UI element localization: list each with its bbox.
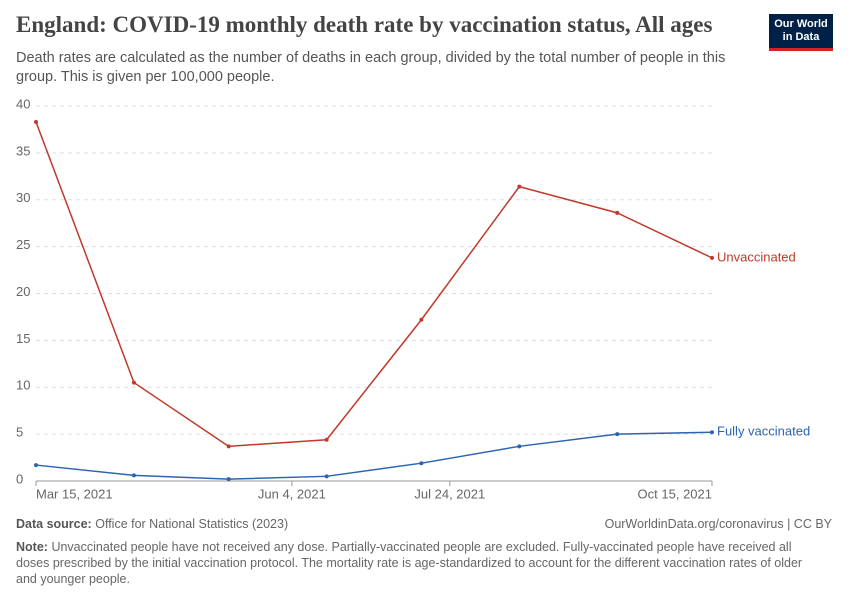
source-text: Office for National Statistics (2023) bbox=[95, 517, 289, 531]
url[interactable]: OurWorldinData.org/coronavirus | CC BY bbox=[604, 517, 832, 531]
series-line bbox=[35, 431, 713, 480]
logo-line: in Data bbox=[782, 31, 820, 43]
point bbox=[710, 430, 714, 435]
y-tick-label: 30 bbox=[16, 190, 30, 205]
point bbox=[324, 474, 329, 479]
x-tick-label: Jun 4, 2021 bbox=[258, 486, 326, 501]
point bbox=[710, 255, 714, 260]
point bbox=[226, 444, 231, 449]
source-label: Data source: bbox=[16, 517, 92, 531]
point bbox=[517, 184, 522, 189]
note-text: Unvaccinated people have not received an… bbox=[16, 540, 803, 586]
point bbox=[615, 210, 620, 215]
point bbox=[226, 477, 231, 482]
logo[interactable]: Our World in Data bbox=[769, 14, 833, 51]
series-label: Unvaccinated bbox=[717, 249, 796, 264]
point bbox=[34, 119, 38, 124]
y-tick-label: 40 bbox=[16, 96, 30, 111]
source: Data source: Office for National Statist… bbox=[16, 517, 288, 531]
point bbox=[419, 461, 424, 466]
y-tick-label: 25 bbox=[16, 237, 30, 252]
x-tick-label: Oct 15, 2021 bbox=[638, 486, 712, 501]
series-line bbox=[35, 121, 713, 448]
x-tick-label: Jul 24, 2021 bbox=[414, 486, 485, 501]
series-label: Fully vaccinated bbox=[717, 424, 810, 439]
note: Note: Unvaccinated people have not recei… bbox=[16, 539, 816, 587]
point bbox=[131, 380, 136, 385]
point bbox=[34, 463, 38, 468]
y-tick-label: 20 bbox=[16, 284, 30, 299]
y-tick-label: 35 bbox=[16, 143, 30, 158]
chart-title: England: COVID-19 monthly death rate by … bbox=[16, 12, 713, 37]
y-tick-label: 5 bbox=[16, 425, 23, 440]
point bbox=[517, 444, 522, 449]
point bbox=[131, 473, 136, 478]
y-tick-label: 10 bbox=[16, 378, 30, 393]
note-label: Note: bbox=[16, 540, 48, 554]
y-tick-label: 15 bbox=[16, 331, 30, 346]
x-tick-label: Mar 15, 2021 bbox=[36, 486, 113, 501]
logo-line: Our World bbox=[774, 18, 828, 30]
point bbox=[324, 437, 329, 442]
chart-subtitle: Death rates are calculated as the number… bbox=[16, 50, 726, 85]
point bbox=[615, 432, 620, 437]
y-tick-label: 0 bbox=[16, 471, 23, 486]
point bbox=[419, 317, 424, 322]
